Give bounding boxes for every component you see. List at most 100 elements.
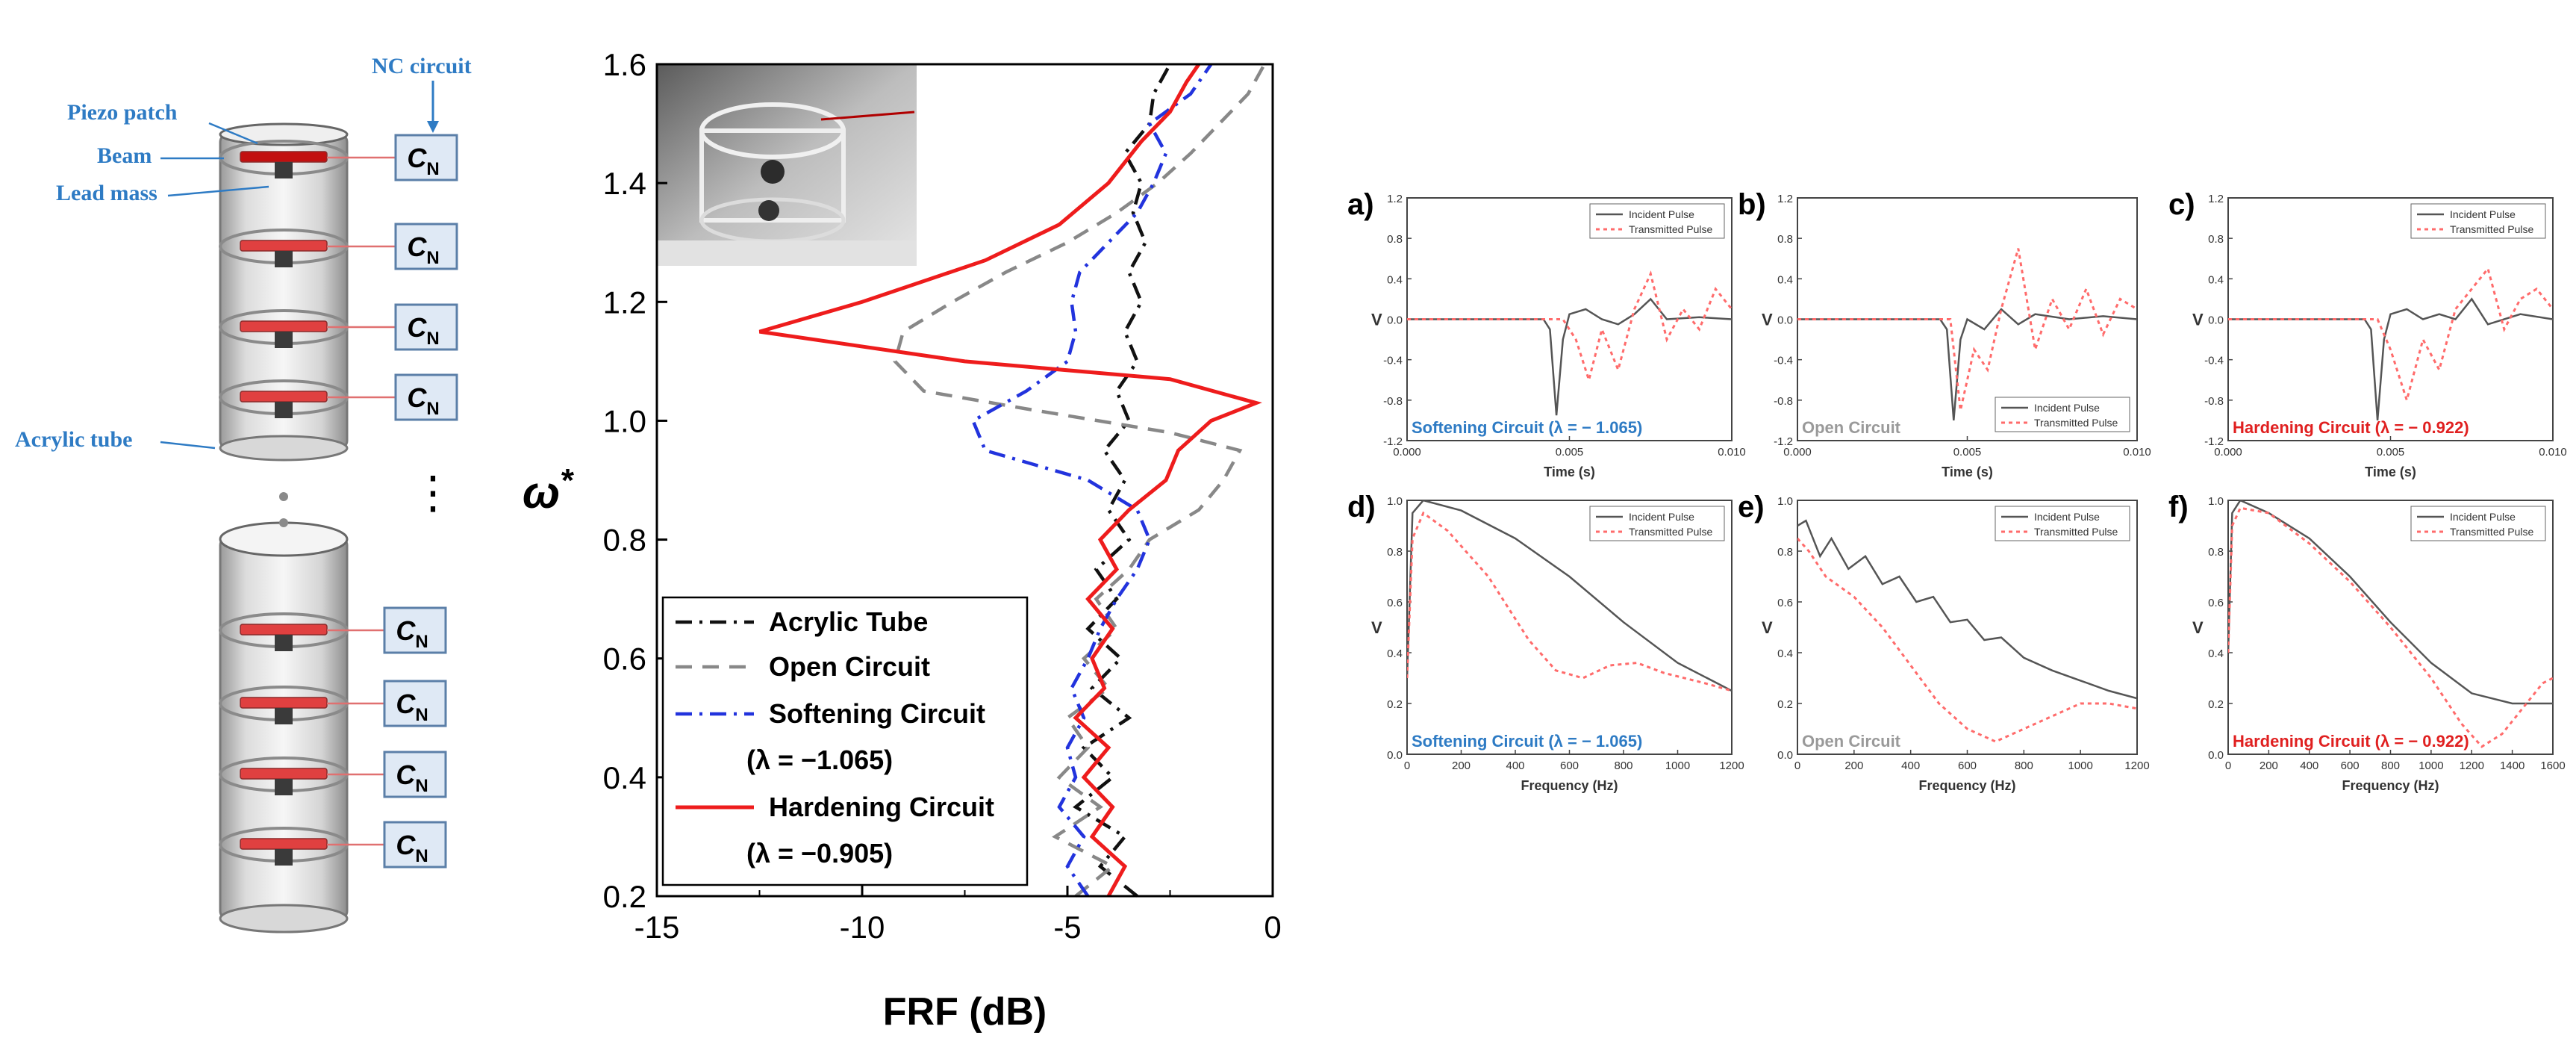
panel-legend: Incident Pulse Transmitted Pulse <box>1995 506 2130 541</box>
lead-mass <box>275 251 293 267</box>
legend-incident-label: Incident Pulse <box>2034 511 2100 523</box>
panel-y-tick-label: -1.2 <box>1383 435 1403 448</box>
panel-x-tick-label: 0.005 <box>2377 446 2405 459</box>
panel-legend: Incident Pulse Transmitted Pulse <box>2410 203 2546 239</box>
panel-y-tick-label: 1.2 <box>1387 193 1403 205</box>
frf-y-tick-label: 0.6 <box>603 641 646 677</box>
incident-pulse-line <box>2228 297 2553 421</box>
upper-tube-top-rim <box>219 122 349 146</box>
incident-pulse-line <box>2228 500 2553 705</box>
frf-series-line <box>758 63 1262 898</box>
cn-letter: C <box>396 689 416 719</box>
panel-y-tick-label: -1.2 <box>1774 435 1793 448</box>
cn-label: CN <box>407 143 439 179</box>
panel-legend: Incident Pulse Transmitted Pulse <box>1995 397 2130 432</box>
frf-series <box>758 63 1266 898</box>
panel-x-tick-label: 200 <box>1844 759 1863 772</box>
pulse-panel-e: e) V 0.0 0.2 0.4 0.6 0.8 1.0 0 200 400 600 800 1000 12… <box>1738 491 2150 793</box>
cn-label: CN <box>407 312 439 349</box>
frf-y-tick-label: 1.6 <box>603 47 646 82</box>
legend-transmitted-label: Transmitted Pulse <box>1629 526 1713 538</box>
frf-plot: -15 -10 -5 0 0.2 0.4 0.6 0.8 1.0 1.2 1.4 1.6 ω* FRF… <box>523 47 1282 1034</box>
panel-x-label: Frequency (Hz) <box>1521 778 1618 793</box>
panel-y-tick-label: 0.0 <box>1387 749 1403 762</box>
panel-y-tick-label: 0.4 <box>1777 273 1793 286</box>
panel-y-tick-label: 0.6 <box>2208 597 2224 609</box>
panel-x-tick-label: 0.000 <box>1393 446 1421 459</box>
lead-mass-label: Lead mass <box>56 181 158 205</box>
panel-caption: Softening Circuit (λ = − 1.065) <box>1412 732 1642 751</box>
pulse-panel-a: a) V -1.2 -0.8 -0.4 0.0 0.4 0.8 1.2 0.000 0.005 0.0… <box>1347 188 1746 479</box>
cn-subscript: N <box>426 248 439 268</box>
lead-mass <box>275 779 293 795</box>
panel-y-tick-label: 1.0 <box>1387 495 1403 508</box>
pulse-panel-b: b) V -1.2 -0.8 -0.4 0.0 0.4 0.8 1.2 0.000 0.005 0.0… <box>1738 188 2151 479</box>
panel-x-tick-label: 400 <box>1506 759 1524 772</box>
frf-legend-box <box>661 596 1029 886</box>
panel-x-tick-label: 0.010 <box>1718 446 1746 459</box>
panel-letter: c) <box>2168 188 2195 221</box>
panel-letter: b) <box>1738 188 1766 221</box>
frf-y-tick-label: 0.4 <box>603 760 646 795</box>
lead-mass <box>275 708 293 724</box>
panel-y-tick-label: 1.2 <box>1777 193 1793 205</box>
frf-frame <box>655 63 1274 898</box>
panel-legend-box <box>2410 506 2546 541</box>
frf-y-tick-label: 1.0 <box>603 403 646 438</box>
cn-label: CN <box>407 382 439 419</box>
panel-y-tick-label: -0.8 <box>1774 395 1793 408</box>
panel-y-tick-label: 0.4 <box>1387 647 1403 660</box>
panel-y-label: V <box>1762 311 1773 329</box>
panel-y-tick-label: 1.2 <box>2208 193 2224 205</box>
frf-series-line <box>970 63 1213 898</box>
cn-subscript: N <box>415 705 428 725</box>
panel-x-tick-label: 800 <box>1614 759 1632 772</box>
lead-mass <box>275 162 293 178</box>
panel-y-tick-label: 0.0 <box>2208 314 2224 327</box>
frf-y-axis-label: ω* <box>523 462 574 518</box>
frf-tick-labels: -15 -10 -5 0 0.2 0.4 0.6 0.8 1.0 1.2 1.4 1.6 <box>603 47 1282 945</box>
cn-letter: C <box>407 232 427 262</box>
legend-transmitted-label: Transmitted Pulse <box>2450 526 2534 538</box>
nc-circuit-label: NC circuit <box>372 54 472 78</box>
acrylic-tube-arrow <box>160 441 216 450</box>
cn-label: CN <box>396 689 428 725</box>
photo-background <box>657 64 917 266</box>
piezo-patch <box>240 624 328 636</box>
frf-y-tick-label: 1.2 <box>603 285 646 320</box>
upper-tube-bottom <box>219 435 349 462</box>
piezo-patch-label: Piezo patch <box>67 100 178 125</box>
piezo-patch <box>240 320 328 332</box>
transmitted-pulse-line <box>1407 270 1732 385</box>
panel-y-tick-label: 0.2 <box>1777 698 1793 711</box>
pulse-panel-d: d) V 0.0 0.2 0.4 0.6 0.8 1.0 0 200 400 600 800 1000 12… <box>1347 491 1744 793</box>
cn-letter: C <box>407 143 427 173</box>
cn-label: CN <box>407 232 439 268</box>
transmitted-pulse-line <box>1797 248 2137 411</box>
panel-x-tick-label: 600 <box>1958 759 1977 772</box>
panel-y-tick-label: 0.4 <box>2208 647 2224 660</box>
frf-series-line <box>893 63 1266 898</box>
panel-y-tick-label: 0.8 <box>1777 233 1793 246</box>
cn-box <box>383 680 447 727</box>
frf-y-tick-label: 0.2 <box>603 879 646 914</box>
cn-subscript: N <box>426 159 439 179</box>
panel-y-label: V <box>1371 618 1382 637</box>
lead-mass <box>275 332 293 348</box>
panel-y-tick-label: 0.4 <box>2208 273 2224 286</box>
lead-mass <box>275 402 293 418</box>
panel-legend-box <box>1995 397 2130 432</box>
frf-legend: Acrylic Tube Open Circuit Softening Circui… <box>661 596 1029 886</box>
panel-caption: Open Circuit <box>1802 418 1901 437</box>
panel-letter: f) <box>2168 491 2189 524</box>
frf-legend-label: Acrylic Tube <box>769 606 928 637</box>
cn-subscript: N <box>415 632 428 652</box>
panel-x-tick-label: 1000 <box>2068 759 2092 772</box>
panel-x-tick-label: 0.010 <box>2123 446 2151 459</box>
panel-x-tick-label: 800 <box>2381 759 2400 772</box>
lead-mass <box>275 635 293 651</box>
panel-y-tick-label: 1.0 <box>2208 495 2224 508</box>
panel-y-label: V <box>2192 618 2204 637</box>
legend-incident-label: Incident Pulse <box>1629 511 1694 523</box>
lead-mass <box>275 849 293 866</box>
